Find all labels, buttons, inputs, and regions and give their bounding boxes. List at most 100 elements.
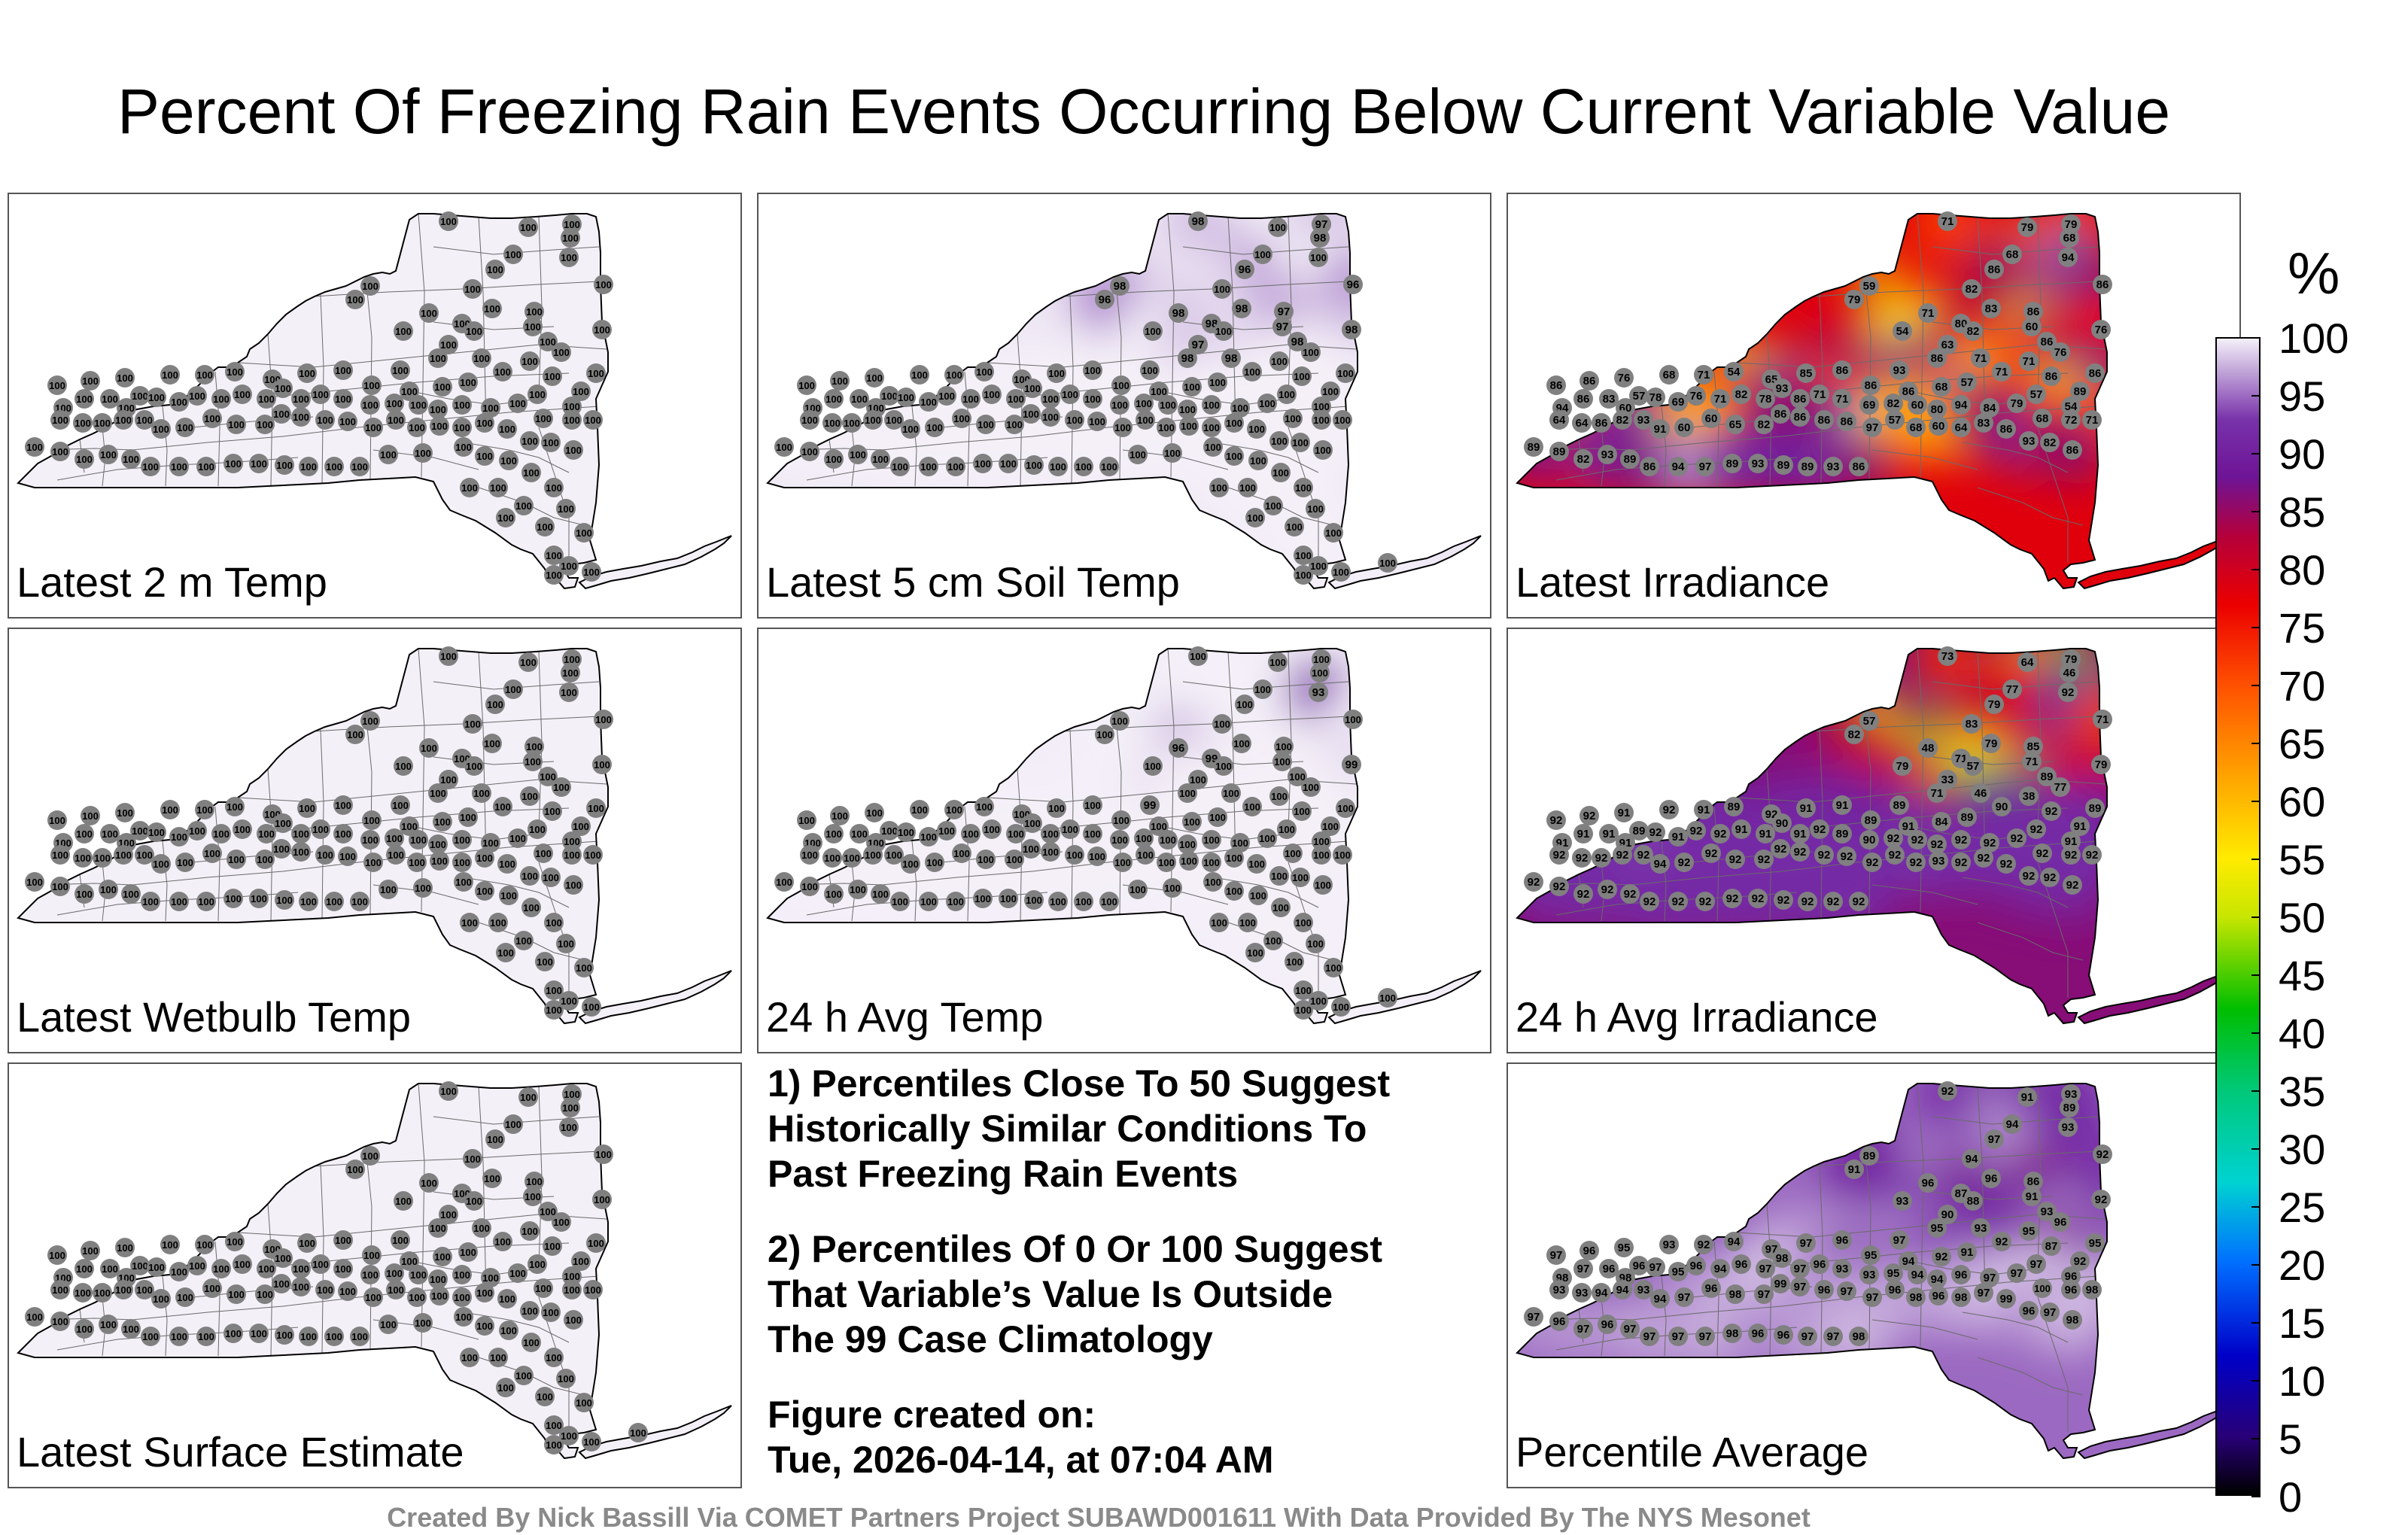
station-value: 86 (2045, 370, 2058, 383)
station-marker: 100 (824, 449, 844, 469)
station-marker: 100 (534, 843, 553, 863)
station-marker: 100 (50, 442, 70, 461)
station-value: 100 (1307, 503, 1324, 515)
colorbar-tick-mark (2251, 337, 2261, 339)
station-marker: 71 (2022, 752, 2042, 771)
colorbar-tick-mark (2251, 916, 2261, 918)
station-marker: 93 (1772, 378, 1792, 398)
station-marker: 100 (562, 1280, 582, 1299)
station-marker: 100 (169, 1327, 189, 1346)
station-marker: 94 (1927, 1269, 1947, 1289)
colorbar-tick-mark (2251, 453, 2261, 454)
station-marker: 100 (1235, 695, 1254, 714)
station-marker: 100 (419, 1173, 439, 1193)
station-value: 100 (473, 353, 490, 364)
station-marker: 100 (503, 679, 523, 699)
station-marker: 100 (901, 854, 920, 874)
station-value: 100 (1084, 800, 1101, 811)
station-marker: 89 (2085, 798, 2105, 818)
station-marker: 92 (1620, 884, 1640, 904)
county-boundary (1631, 406, 2099, 451)
station-marker: 94 (1710, 1259, 1730, 1278)
station-value: 96 (1814, 1258, 1826, 1271)
station-value: 91 (1759, 828, 1772, 840)
station-value: 92 (1576, 852, 1589, 865)
station-value: 89 (1865, 814, 1877, 827)
county-boundary (1962, 877, 2069, 908)
station-value: 71 (1941, 215, 1954, 228)
station-marker: 100 (925, 418, 944, 437)
station-value: 100 (300, 461, 317, 473)
colorbar-tick-label: 80 (2279, 546, 2326, 594)
station-marker: 100 (430, 416, 449, 436)
station-marker: 100 (1143, 321, 1163, 341)
station-marker: 100 (559, 248, 579, 267)
station-marker: 100 (564, 875, 583, 895)
colorbar-tick-mark (2251, 1380, 2261, 1382)
colorbar-tick-label: 55 (2279, 836, 2326, 883)
station-value: 100 (573, 386, 589, 397)
station-value: 68 (1935, 381, 1948, 394)
station-marker: 100 (800, 442, 819, 461)
station-value: 100 (52, 415, 68, 426)
station-marker: 100 (982, 819, 1002, 839)
station-marker: 92 (1710, 824, 1730, 843)
station-value: 100 (52, 850, 68, 861)
station-value: 100 (225, 893, 242, 904)
station-value: 100 (213, 394, 230, 405)
station-value: 100 (801, 850, 818, 861)
station-value: 100 (1239, 917, 1256, 929)
station-value: 100 (544, 371, 561, 382)
station-value: 100 (565, 880, 582, 891)
station-value: 100 (1307, 938, 1324, 950)
station-marker: 92 (1908, 830, 1927, 850)
colorbar-tick-label: 20 (2279, 1242, 2326, 1289)
station-value: 76 (1690, 390, 1703, 403)
station-marker: 100 (1321, 381, 1340, 401)
station-value: 100 (573, 1256, 589, 1267)
station-marker: 100 (196, 1327, 216, 1346)
station-marker: 100 (1203, 437, 1223, 457)
station-value: 100 (892, 461, 908, 473)
station-value: 100 (825, 828, 842, 840)
station-marker: 89 (2037, 767, 2057, 786)
station-value: 100 (1313, 836, 1330, 847)
station-value: 100 (1322, 821, 1339, 832)
station-value: 71 (1931, 787, 1944, 800)
station-value: 100 (362, 834, 379, 846)
station-marker: 95 (2085, 1233, 2105, 1253)
station-marker: 100 (488, 913, 508, 932)
county-boundary (320, 729, 324, 919)
station-value: 100 (1026, 460, 1042, 471)
station-value: 86 (2041, 336, 2054, 348)
station-value: 71 (1996, 366, 2008, 378)
station-marker: 100 (1271, 898, 1291, 917)
station-marker: 93 (1572, 1283, 1592, 1302)
station-marker: 100 (121, 884, 141, 904)
station-value: 100 (228, 854, 245, 865)
station-value: 100 (524, 1191, 541, 1202)
station-marker: 97 (1756, 1259, 1775, 1278)
station-marker: 57 (1629, 386, 1649, 406)
station-marker: 96 (1810, 1254, 1829, 1274)
station-marker: 100 (363, 1287, 383, 1307)
station-value: 100 (1164, 883, 1181, 894)
station-value: 100 (312, 389, 329, 400)
station-value: 86 (1794, 411, 1807, 424)
station-value: 46 (2063, 667, 2076, 679)
station-marker: 100 (121, 1319, 141, 1339)
station-marker: 100 (1157, 853, 1176, 872)
station-value: 100 (1136, 398, 1152, 409)
station-value: 100 (1254, 249, 1271, 260)
station-marker: 100 (458, 807, 478, 827)
station-value: 100 (401, 1256, 418, 1267)
station-value: 100 (911, 804, 928, 816)
station-value: 100 (455, 1312, 472, 1323)
station-value: 98 (1955, 1291, 1968, 1304)
station-marker: 100 (1024, 890, 1044, 910)
station-value: 100 (234, 389, 251, 400)
station-value: 91 (1672, 831, 1685, 843)
station-marker: 69 (1668, 392, 1688, 412)
station-marker: 100 (464, 1191, 484, 1211)
station-value: 100 (1295, 550, 1312, 561)
